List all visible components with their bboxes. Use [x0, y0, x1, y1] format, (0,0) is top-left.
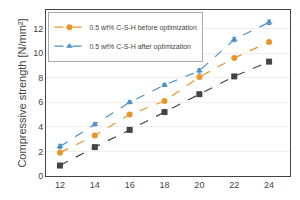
svg-text:24: 24	[264, 180, 274, 190]
svg-text:22: 22	[229, 180, 239, 190]
svg-text:12: 12	[55, 180, 65, 190]
svg-text:12: 12	[33, 24, 43, 34]
svg-text:0.5 wt% C-S-H after optimizati: 0.5 wt% C-S-H after optimization	[89, 43, 191, 51]
svg-text:Compressive strength [N/mm²]: Compressive strength [N/mm²]	[16, 18, 28, 167]
svg-text:16: 16	[125, 180, 135, 190]
svg-text:4: 4	[38, 122, 43, 132]
svg-text:20: 20	[194, 180, 204, 190]
svg-text:0: 0	[38, 171, 43, 181]
svg-text:8: 8	[38, 73, 43, 83]
svg-text:18: 18	[160, 180, 170, 190]
svg-text:14: 14	[90, 180, 100, 190]
svg-text:6: 6	[38, 97, 43, 107]
svg-text:10: 10	[33, 48, 43, 58]
svg-text:2: 2	[38, 147, 43, 157]
svg-text:0.5 wt% C-S-H before optimizat: 0.5 wt% C-S-H before optimization	[89, 24, 196, 32]
